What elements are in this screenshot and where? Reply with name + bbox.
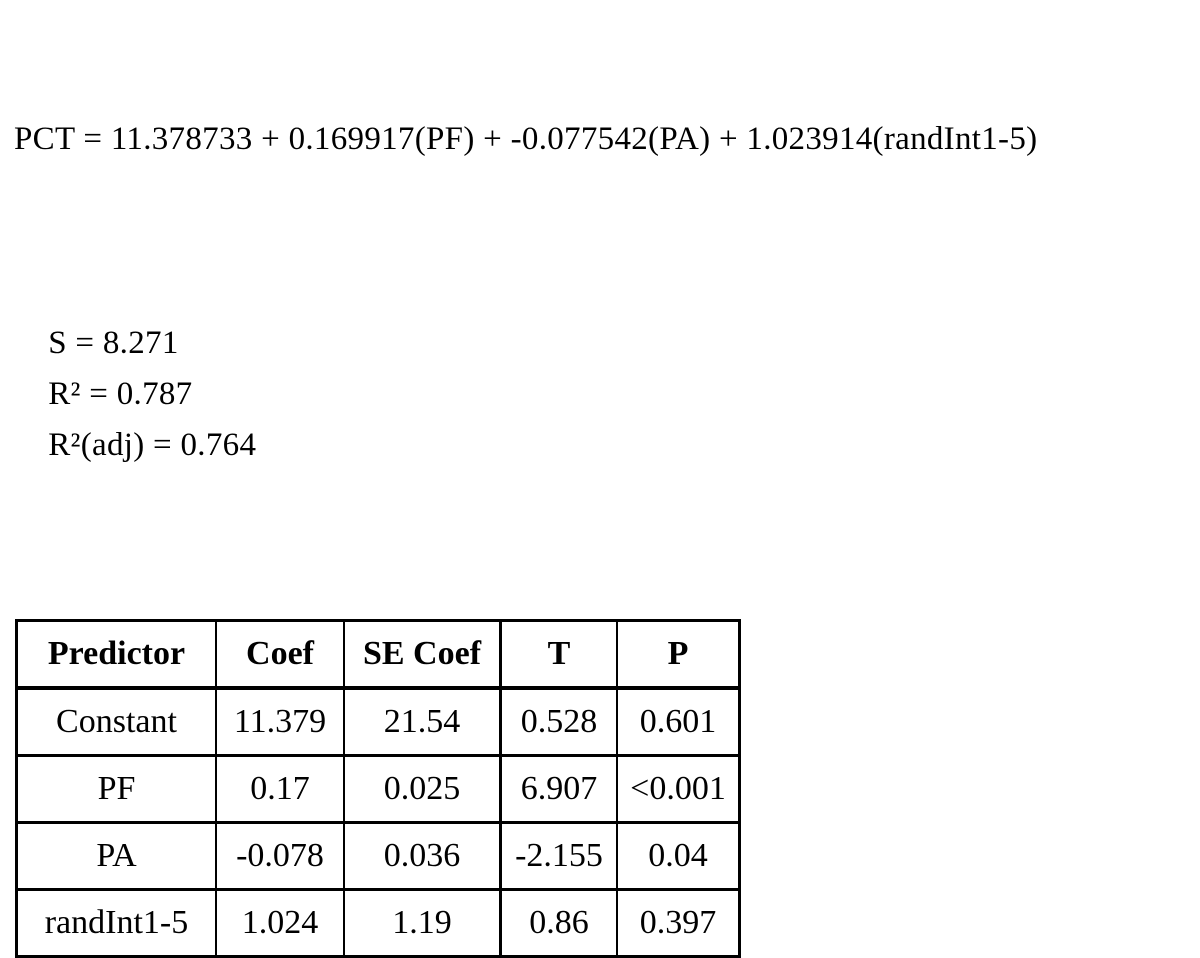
cell-p: 0.04 <box>616 821 741 891</box>
cell-coef: 11.379 <box>215 686 345 757</box>
cell-coef: -0.078 <box>215 821 345 891</box>
regression-summary: PCT = 11.378733 + 0.169917(PF) + -0.0775… <box>14 121 1200 522</box>
cell-se-coef: 0.025 <box>343 754 502 824</box>
cell-coef: 0.17 <box>215 754 345 824</box>
cell-se-coef: 21.54 <box>343 686 502 757</box>
column-header-se-coef: SE Coef <box>343 619 502 690</box>
column-header-t: T <box>499 619 618 690</box>
stat-r-squared-adj: R²(adj) = 0.764 <box>48 427 257 463</box>
cell-p: 0.397 <box>616 888 741 958</box>
table-row-randint1-5: randInt1-5 1.024 1.19 0.86 0.397 <box>15 888 741 958</box>
cell-t: 0.86 <box>499 888 618 958</box>
stat-r-squared: R² = 0.787 <box>48 376 193 412</box>
cell-se-coef: 1.19 <box>343 888 502 958</box>
cell-p: <0.001 <box>616 754 741 824</box>
table-header-row: Predictor Coef SE Coef T P <box>15 619 741 690</box>
cell-predictor: Constant <box>15 686 217 757</box>
cell-se-coef: 0.036 <box>343 821 502 891</box>
regression-equation: PCT = 11.378733 + 0.169917(PF) + -0.0775… <box>14 121 1038 157</box>
stat-s: S = 8.271 <box>48 325 179 361</box>
cell-t: -2.155 <box>499 821 618 891</box>
column-header-coef: Coef <box>215 619 345 690</box>
cell-t: 6.907 <box>499 754 618 824</box>
cell-predictor: PA <box>15 821 217 891</box>
cell-p: 0.601 <box>616 686 741 757</box>
cell-predictor: randInt1-5 <box>15 888 217 958</box>
table-row-pf: PF 0.17 0.025 6.907 <0.001 <box>15 754 741 824</box>
table-row-pa: PA -0.078 0.036 -2.155 0.04 <box>15 821 741 891</box>
column-header-p: P <box>616 619 741 690</box>
coefficients-table: Predictor Coef SE Coef T P Constant 11.3… <box>15 619 741 958</box>
fit-statistics: S = 8.271 R² = 0.787 R²(adj) = 0.764 <box>14 267 1200 522</box>
table-row-constant: Constant 11.379 21.54 0.528 0.601 <box>15 686 741 757</box>
cell-predictor: PF <box>15 754 217 824</box>
column-header-predictor: Predictor <box>15 619 217 690</box>
cell-t: 0.528 <box>499 686 618 757</box>
cell-coef: 1.024 <box>215 888 345 958</box>
